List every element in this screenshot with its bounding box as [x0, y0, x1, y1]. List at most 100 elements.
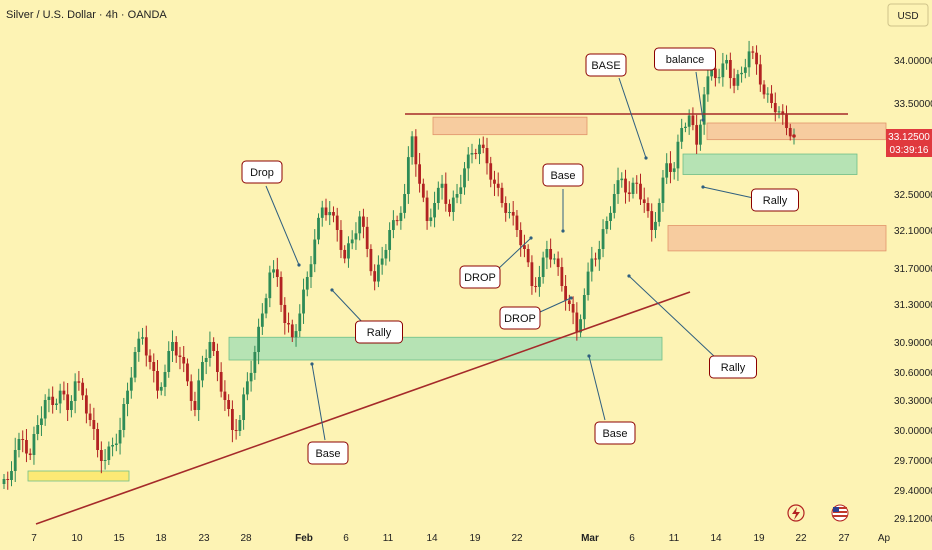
candle-up	[171, 342, 174, 351]
candle-down	[186, 363, 189, 382]
candle-up	[313, 239, 317, 265]
zones-layer	[27, 116, 887, 482]
candle-up	[706, 76, 710, 95]
candle-up	[302, 289, 305, 314]
candle-up	[698, 124, 702, 145]
candle-up	[320, 207, 324, 218]
candle-up	[47, 396, 51, 400]
candle-up	[208, 342, 212, 358]
candle-up	[672, 168, 676, 172]
candle-up	[245, 381, 249, 395]
candle-up	[298, 313, 302, 332]
x-tick-label: Feb	[295, 533, 313, 544]
candle-up	[579, 319, 582, 333]
candle-down	[788, 128, 792, 137]
candle-up	[665, 163, 669, 178]
candle-up	[605, 221, 609, 230]
callout-box[interactable]	[241, 160, 283, 184]
candle-up	[433, 203, 436, 218]
candle-up	[32, 434, 36, 455]
candle-down	[481, 144, 485, 148]
demand-zone	[682, 153, 858, 175]
lines-layer	[35, 113, 848, 525]
candle-up	[777, 111, 781, 113]
candle-up	[242, 394, 246, 420]
candle-down	[81, 382, 85, 396]
callout-box[interactable]	[654, 47, 716, 71]
y-tick-label: 31.70000	[894, 264, 932, 275]
x-axis[interactable]: 7 10 15 18 23 28 Feb 6 11 14 19 22 Mar 6 11 14 19 22 27 Ap	[31, 533, 890, 544]
candle-up	[58, 390, 62, 404]
y-tick-label: 30.90000	[894, 338, 932, 349]
callout-box[interactable]	[594, 421, 636, 445]
x-tick-label: 27	[838, 533, 850, 544]
callout-anchor	[644, 156, 648, 160]
candle-up	[264, 298, 268, 314]
candle-up	[440, 183, 444, 188]
candle-up	[676, 141, 680, 169]
candle-down	[88, 413, 92, 420]
candle-down	[515, 215, 519, 230]
candle-down	[624, 178, 627, 193]
candle-down	[755, 52, 758, 65]
y-tick-label: 29.40000	[894, 486, 932, 497]
candle-down	[785, 114, 788, 128]
candle-up	[201, 362, 204, 381]
candle-up	[747, 51, 751, 68]
candle-up	[17, 439, 21, 450]
candle-down	[365, 226, 369, 249]
callout-box[interactable]	[585, 53, 627, 77]
callout-box[interactable]	[499, 306, 541, 330]
candle-up	[631, 182, 635, 194]
candle-up	[391, 220, 395, 230]
candle-up	[766, 93, 770, 95]
candle-down	[25, 440, 28, 454]
candle-down	[28, 453, 32, 455]
x-tick-label: 18	[155, 533, 167, 544]
x-tick-label: 28	[240, 533, 252, 544]
candle-down	[567, 300, 571, 304]
candle-up	[167, 351, 171, 372]
callout-box[interactable]	[709, 355, 757, 379]
candle-down	[493, 179, 496, 184]
us-flag-icon[interactable]	[831, 504, 849, 522]
candle-down	[62, 390, 66, 395]
candle-down	[290, 324, 294, 338]
candle-down	[474, 153, 478, 155]
callout-box[interactable]	[751, 188, 799, 212]
yellow-zone	[27, 470, 130, 482]
candle-up	[545, 249, 549, 258]
countdown-timer: 03:39:16	[890, 145, 929, 156]
current-price-value: 33.12500	[888, 132, 930, 143]
candle-up	[684, 126, 687, 128]
candle-down	[511, 212, 515, 216]
x-tick-label: Ap	[878, 533, 891, 544]
candle-up	[590, 258, 594, 272]
callout-anchor	[561, 229, 565, 233]
candle-up	[317, 217, 320, 240]
candle-up	[597, 249, 601, 260]
x-tick-label: 6	[629, 533, 635, 544]
candle-down	[627, 192, 631, 194]
candle-up	[73, 381, 77, 401]
callout-anchor	[297, 263, 301, 267]
callout-label: DROP	[464, 272, 496, 284]
callout-box[interactable]	[542, 163, 584, 187]
candle-down	[287, 323, 290, 325]
candle-up	[111, 445, 114, 447]
supply-zone	[667, 225, 887, 252]
y-tick-label: 32.10000	[894, 226, 932, 237]
callout-box[interactable]	[459, 265, 501, 289]
callout-box[interactable]	[307, 441, 349, 465]
current-price-tag: 33.12500 03:39:16	[886, 129, 932, 157]
candle-down	[556, 258, 560, 268]
candle-up	[470, 153, 474, 155]
callout-box[interactable]	[355, 320, 403, 344]
candle-up	[455, 194, 459, 198]
currency-button[interactable]: USD	[887, 3, 929, 27]
candle-up	[710, 68, 714, 77]
candle-up	[721, 63, 725, 78]
lightning-icon[interactable]	[787, 504, 805, 522]
